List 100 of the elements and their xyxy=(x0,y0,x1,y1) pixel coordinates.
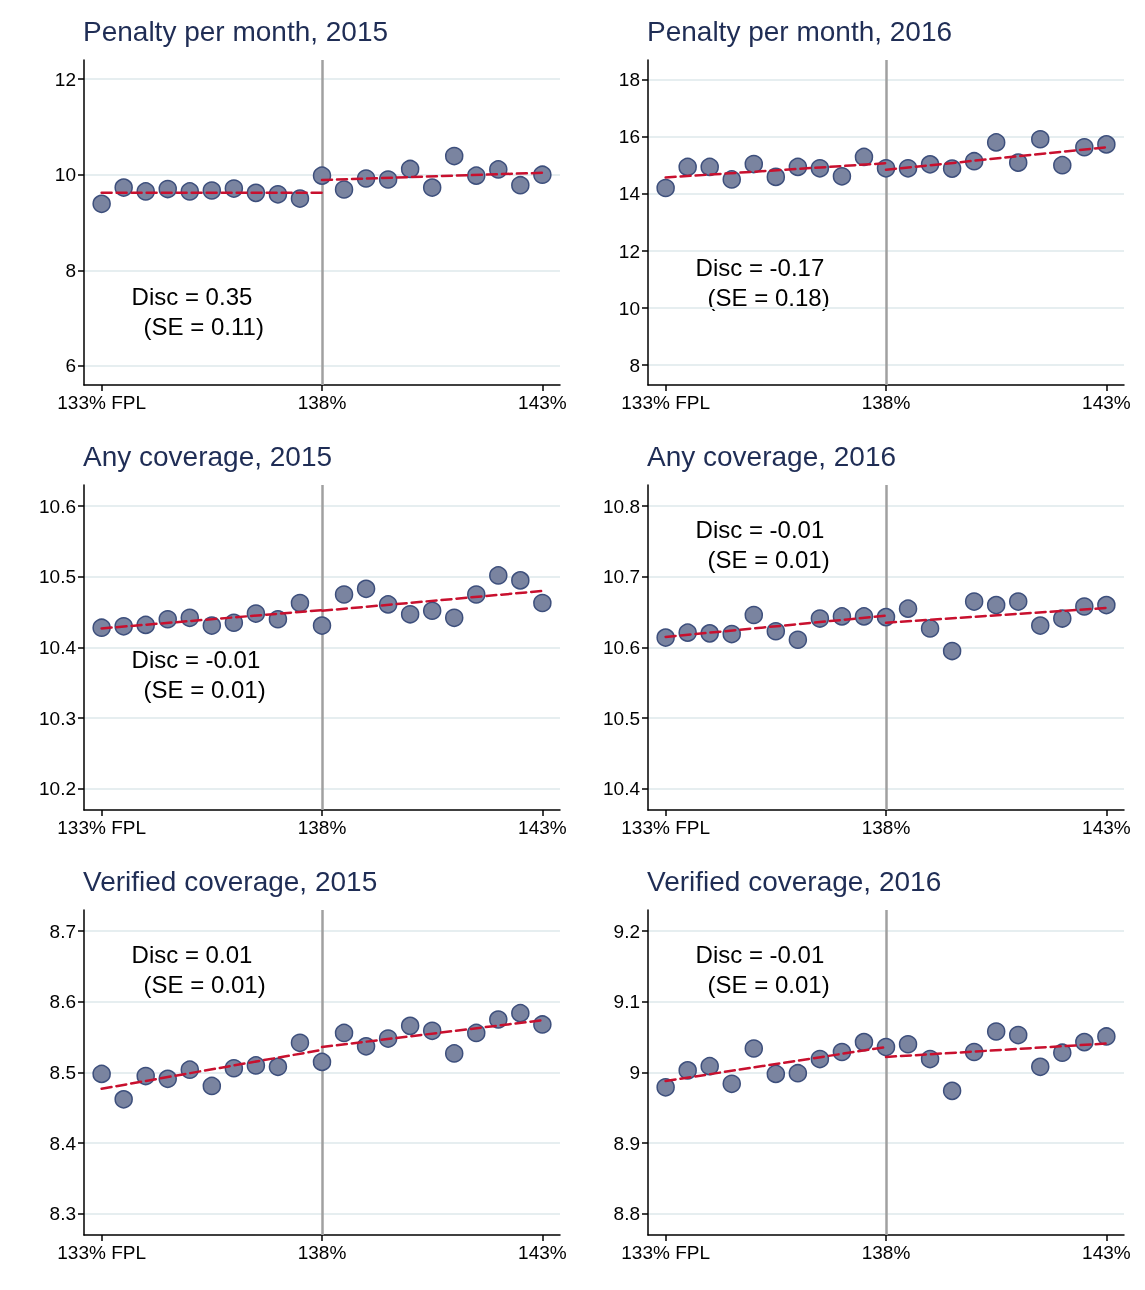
point xyxy=(656,178,675,198)
chart-title: Verified coverage, 2015 xyxy=(83,865,378,897)
point xyxy=(92,1064,111,1084)
point xyxy=(854,1032,874,1052)
point xyxy=(876,1037,896,1057)
chart-title: Penalty per month, 2016 xyxy=(647,15,953,47)
point xyxy=(1097,135,1116,154)
point xyxy=(678,157,697,177)
annotation: Disc = 0.35 xyxy=(131,282,253,310)
point xyxy=(290,189,310,208)
point xyxy=(334,585,354,604)
y-tick-label: 10.5 xyxy=(39,566,76,588)
point xyxy=(511,571,530,590)
point xyxy=(986,1022,1006,1041)
point xyxy=(422,601,442,621)
x-tick-label: 133% FPL xyxy=(621,392,710,413)
y-tick-label: 10.4 xyxy=(39,637,77,658)
point xyxy=(312,616,332,635)
point xyxy=(334,180,354,199)
point xyxy=(92,618,111,637)
y-tick-label: 8.6 xyxy=(49,991,76,1013)
x-tick-label: 138% xyxy=(297,392,347,413)
point xyxy=(678,1061,697,1080)
x-tick-label: 143% xyxy=(1082,817,1131,838)
point xyxy=(92,194,111,214)
chart-title: Any coverage, 2015 xyxy=(83,440,333,472)
point xyxy=(986,133,1006,152)
y-tick-label: 8.5 xyxy=(49,1062,76,1083)
x-tick-label: 143% xyxy=(518,817,567,838)
point xyxy=(1008,153,1028,172)
point xyxy=(942,641,962,661)
chart-title: Any coverage, 2016 xyxy=(647,440,897,472)
point xyxy=(744,154,764,174)
x-tick-label: 138% xyxy=(861,817,911,838)
annotation: Disc = -0.01 xyxy=(695,941,825,968)
point xyxy=(268,609,288,629)
point xyxy=(1053,1043,1072,1062)
point xyxy=(1097,595,1116,615)
point xyxy=(400,159,420,179)
point xyxy=(1008,1025,1028,1045)
point xyxy=(1053,155,1072,175)
point xyxy=(788,1063,808,1083)
y-tick-label: 8.4 xyxy=(49,1132,77,1154)
point xyxy=(312,1052,332,1072)
x-tick-label: 133% FPL xyxy=(57,392,146,413)
annotation: (SE = 0.01) xyxy=(143,676,266,703)
chart-title: Verified coverage, 2016 xyxy=(647,865,942,897)
point xyxy=(334,1023,354,1043)
point xyxy=(312,166,332,185)
y-tick-label: 9.1 xyxy=(613,991,640,1013)
y-tick-label: 16 xyxy=(618,126,640,148)
point xyxy=(920,619,940,638)
y-tick-label: 8 xyxy=(65,259,76,281)
y-tick-label: 12 xyxy=(618,240,640,262)
y-tick-label: 10.6 xyxy=(39,495,76,517)
y-tick-label: 8.7 xyxy=(49,920,76,942)
point xyxy=(400,605,420,624)
point xyxy=(444,146,464,166)
x-tick-label: 143% xyxy=(518,392,567,413)
point xyxy=(788,630,808,649)
x-tick-label: 143% xyxy=(518,1242,567,1263)
point xyxy=(832,167,852,186)
annotation: (SE = 0.11) xyxy=(143,312,264,340)
y-tick-label: 8.9 xyxy=(613,1132,640,1154)
point xyxy=(1031,1057,1050,1077)
point xyxy=(854,147,874,167)
x-tick-label: 133% FPL xyxy=(57,817,146,838)
y-tick-label: 10 xyxy=(618,297,640,319)
point xyxy=(511,1003,530,1023)
point xyxy=(224,613,244,633)
annotation: (SE = 0.18) xyxy=(707,283,830,311)
chart-title: Penalty per month, 2015 xyxy=(83,15,389,47)
point xyxy=(722,1074,741,1094)
y-tick-label: 8 xyxy=(629,354,640,376)
point xyxy=(700,1056,719,1076)
point xyxy=(942,1081,962,1101)
point xyxy=(290,593,310,613)
annotation: Disc = -0.01 xyxy=(131,646,261,673)
point xyxy=(1031,130,1050,149)
annotation: Disc = -0.01 xyxy=(695,516,825,543)
x-tick-label: 138% xyxy=(861,1242,911,1263)
point xyxy=(1008,592,1028,611)
point xyxy=(1031,616,1050,635)
y-tick-label: 10.6 xyxy=(603,637,640,658)
point xyxy=(964,592,984,611)
x-tick-label: 133% FPL xyxy=(621,1242,710,1263)
x-tick-label: 133% FPL xyxy=(621,817,710,838)
point xyxy=(511,175,530,195)
point xyxy=(898,1034,918,1054)
y-tick-label: 10.2 xyxy=(39,778,76,800)
annotation: (SE = 0.01) xyxy=(143,971,266,998)
point xyxy=(202,1076,222,1096)
y-tick-label: 6 xyxy=(65,355,76,377)
annotation: (SE = 0.01) xyxy=(707,971,830,998)
y-tick-label: 10.4 xyxy=(603,778,641,800)
point xyxy=(489,566,508,585)
y-tick-label: 10.3 xyxy=(39,707,76,729)
annotation: Disc = 0.01 xyxy=(131,941,253,968)
point xyxy=(489,1010,508,1029)
point xyxy=(700,157,719,177)
